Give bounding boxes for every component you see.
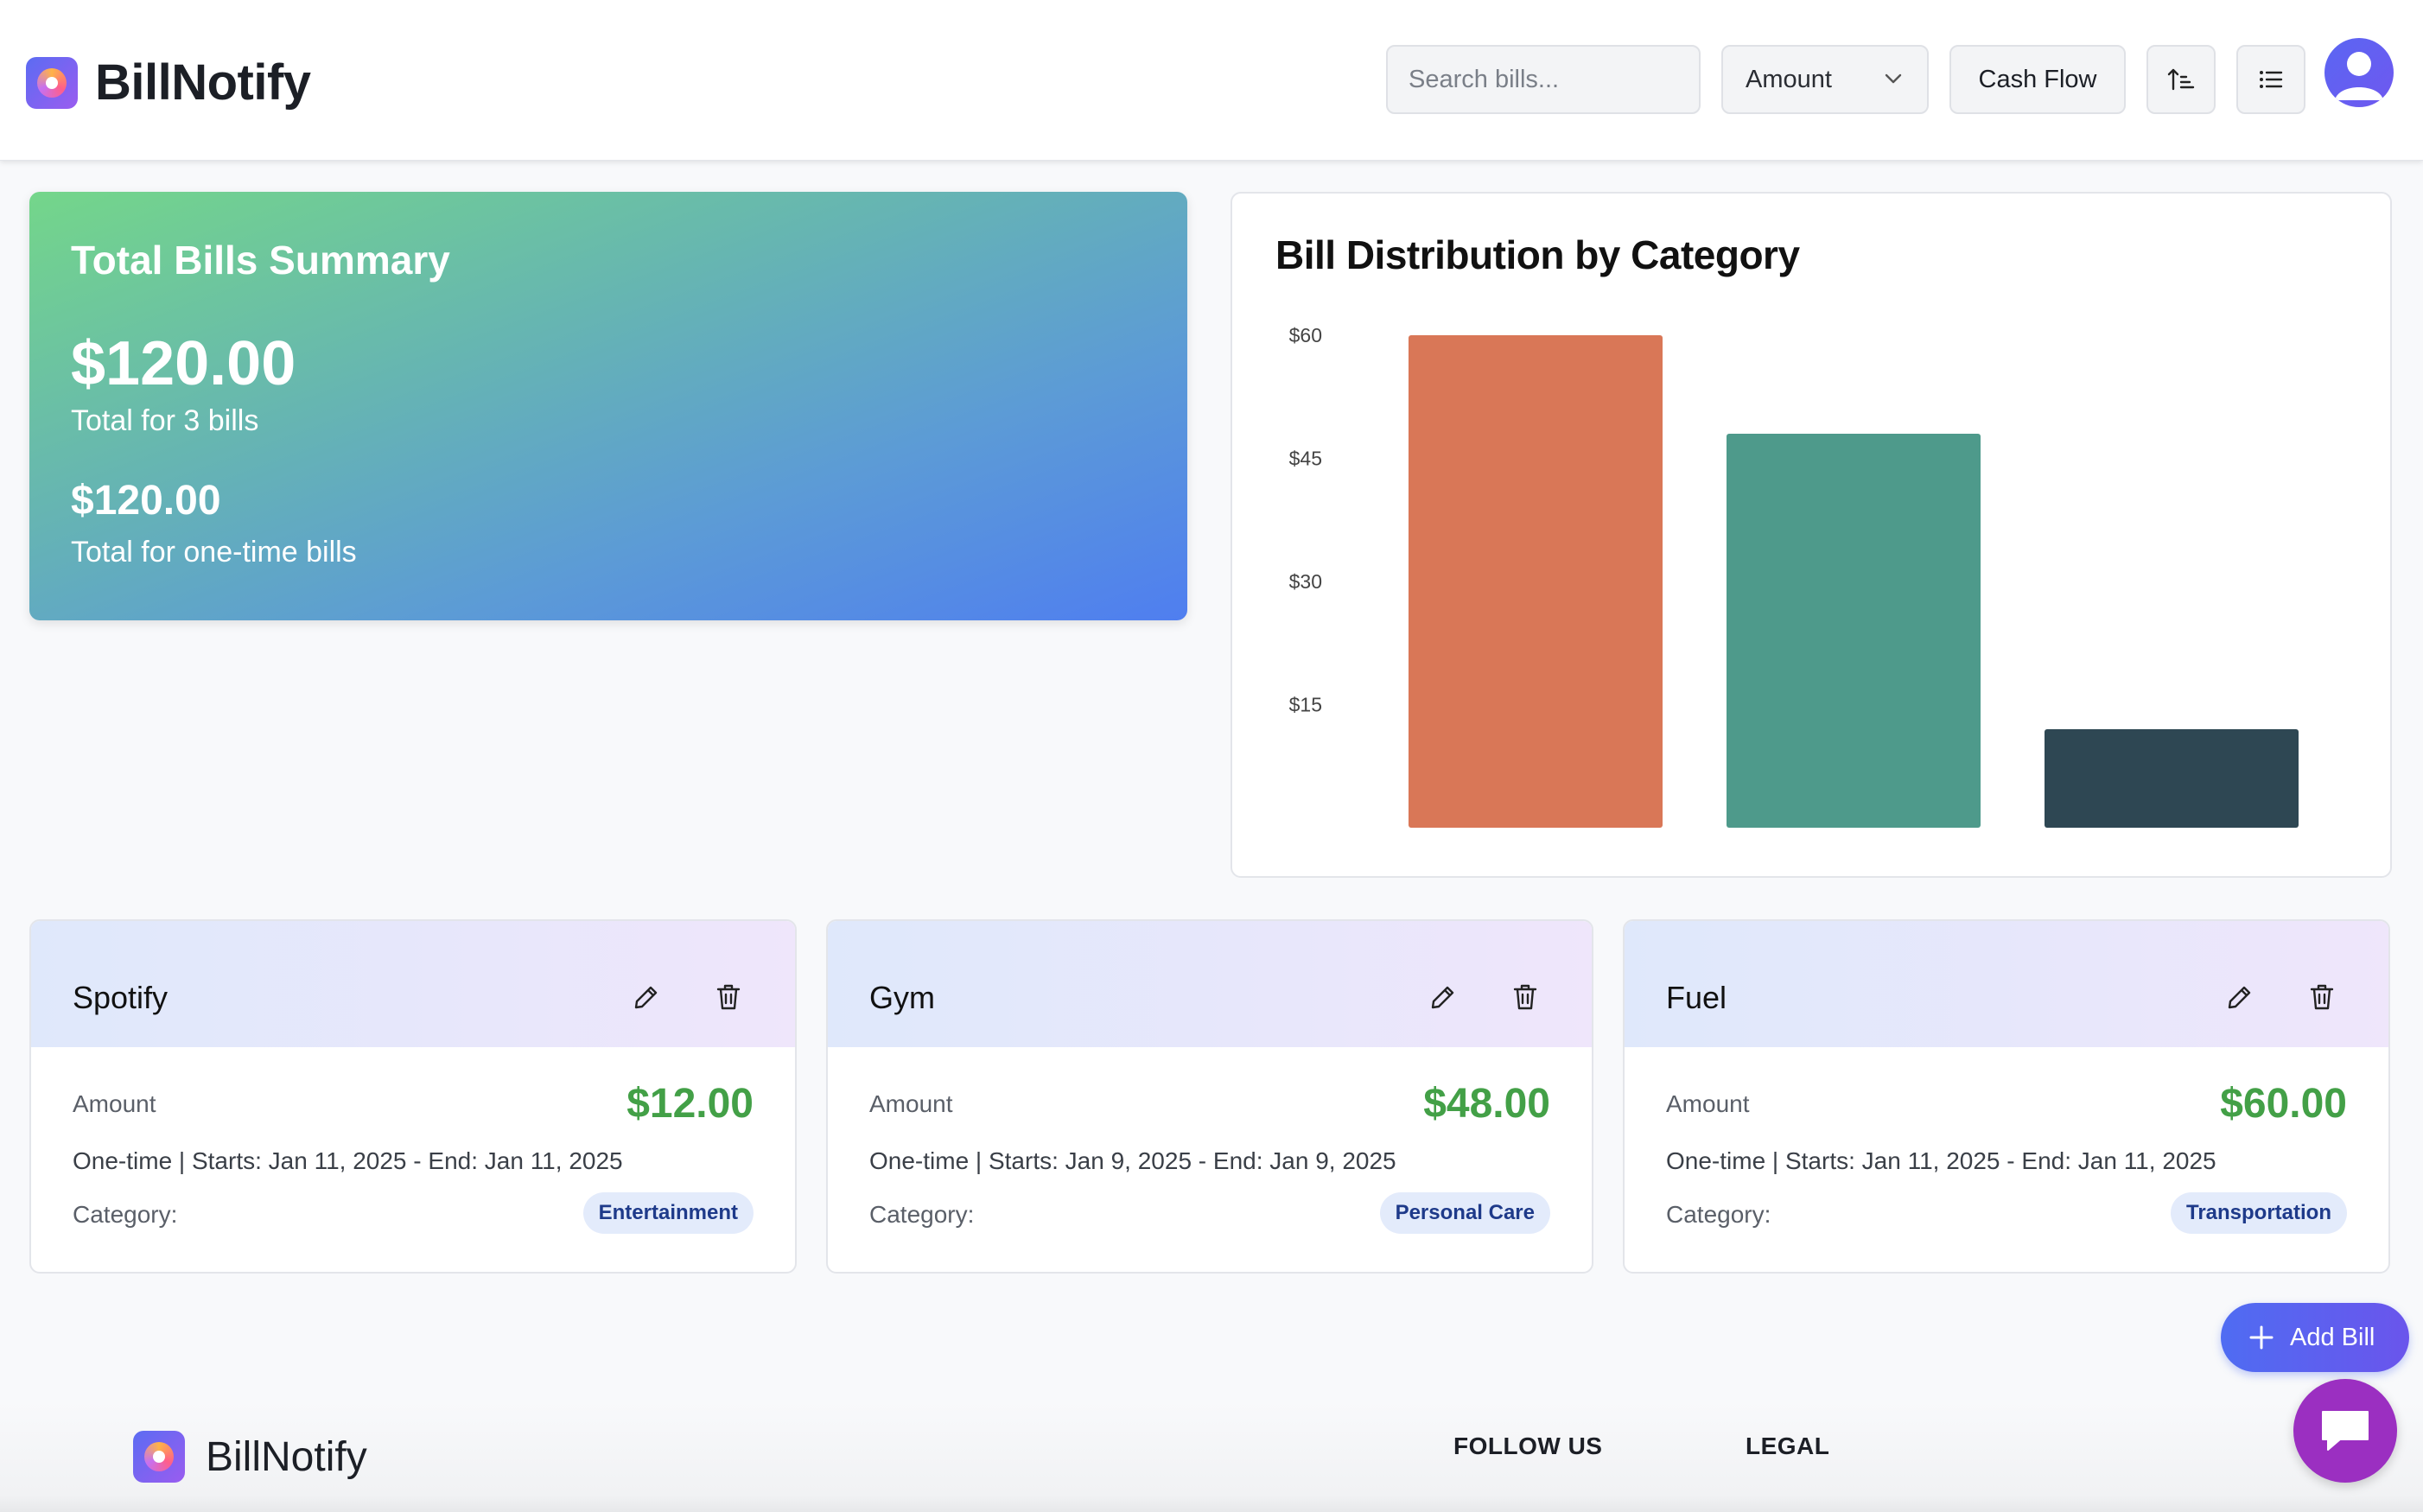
bill-card-header: Fuel	[1625, 921, 2388, 1047]
bill-amount: $60.00	[2220, 1081, 2347, 1127]
summary-onetime-label: Total for one-time bills	[71, 536, 357, 569]
trash-icon	[1513, 984, 1537, 1010]
bill-category-label: Category:	[1666, 1201, 1771, 1228]
summary-total-amount: $120.00	[71, 329, 296, 398]
category-badge: Entertainment	[582, 1192, 754, 1234]
footer: BillNotify FOLLOW US LEGAL	[0, 1401, 2423, 1512]
y-tick-label: $45	[1289, 448, 1322, 470]
bill-category-label: Category:	[73, 1201, 178, 1228]
bar-entertainment[interactable]	[2045, 729, 2299, 828]
pencil-icon	[634, 986, 658, 1009]
bill-amount-label: Amount	[869, 1090, 953, 1117]
bill-name: Gym	[869, 980, 935, 1015]
chevron-down-icon	[1885, 73, 1902, 84]
bill-name: Spotify	[73, 980, 169, 1015]
footer-brand[interactable]: BillNotify	[133, 1431, 367, 1483]
chat-button[interactable]	[2293, 1379, 2397, 1483]
edit-bill-button[interactable]	[633, 983, 660, 1015]
search-input[interactable]	[1386, 45, 1701, 114]
y-tick-label: $30	[1289, 570, 1322, 593]
total-bills-summary-card: Total Bills Summary $120.00 Total for 3 …	[29, 192, 1187, 620]
brand[interactable]: BillNotify	[26, 54, 311, 111]
chart-title: Bill Distribution by Category	[1275, 232, 1800, 277]
sort-select-value: Amount	[1746, 65, 1832, 93]
cash-flow-button[interactable]: Cash Flow	[1949, 45, 2126, 114]
bill-card-header: Spotify	[31, 921, 795, 1047]
delete-bill-button[interactable]	[1512, 983, 1538, 1015]
footer-logo-icon	[133, 1431, 185, 1483]
bill-card: Fuel Amount $60.00 One-time | Starts: Ja…	[1623, 919, 2390, 1274]
add-bill-label: Add Bill	[2290, 1323, 2375, 1351]
app-logo-icon	[26, 56, 78, 109]
bar-chart: $15 $30 $45 $60	[1289, 324, 2299, 828]
bill-amount-label: Amount	[73, 1090, 156, 1117]
y-tick-label: $60	[1289, 324, 1322, 346]
edit-bill-button[interactable]	[2226, 983, 2254, 1015]
pencil-icon	[2228, 986, 2251, 1009]
top-header: BillNotify Amount Cash Flow	[0, 0, 2423, 161]
user-icon	[2335, 52, 2383, 100]
sort-select[interactable]: Amount	[1721, 45, 1929, 114]
list-icon	[2260, 71, 2283, 88]
pencil-icon	[1431, 986, 1454, 1009]
edit-bill-button[interactable]	[1429, 983, 1457, 1015]
cash-flow-label: Cash Flow	[1978, 65, 2097, 93]
chat-bubble-icon	[2322, 1411, 2369, 1451]
bill-amount: $12.00	[626, 1081, 754, 1127]
plus-icon	[2249, 1325, 2274, 1350]
summary-total-label: Total for 3 bills	[71, 404, 259, 437]
footer-legal-heading: LEGAL	[1746, 1433, 1830, 1459]
bill-category-label: Category:	[869, 1201, 975, 1228]
bill-card: Spotify Amount $12.00 One-time | Starts:…	[29, 919, 797, 1274]
footer-brand-name: BillNotify	[206, 1433, 367, 1480]
category-badge: Personal Care	[1379, 1192, 1550, 1234]
sort-order-button[interactable]	[2146, 45, 2216, 114]
bill-distribution-chart-card: Bill Distribution by Category $15 $30 $45 $…	[1231, 192, 2392, 878]
trash-icon	[2310, 984, 2334, 1010]
delete-bill-button[interactable]	[715, 983, 741, 1015]
delete-bill-button[interactable]	[2309, 983, 2335, 1015]
bill-card: Gym Amount $48.00 One-time | Starts: Jan…	[826, 919, 1593, 1274]
user-avatar[interactable]	[2324, 38, 2394, 107]
category-badge: Transportation	[2170, 1192, 2347, 1234]
bill-name: Fuel	[1666, 980, 1727, 1015]
bar-personal-care[interactable]	[1727, 434, 1981, 828]
summary-title: Total Bills Summary	[71, 238, 450, 283]
bill-amount-label: Amount	[1666, 1090, 1750, 1117]
bill-schedule: One-time | Starts: Jan 11, 2025 - End: J…	[73, 1147, 623, 1174]
bill-schedule: One-time | Starts: Jan 11, 2025 - End: J…	[1666, 1147, 2216, 1174]
list-view-button[interactable]	[2236, 45, 2305, 114]
bar-transportation[interactable]	[1409, 335, 1663, 828]
y-tick-label: $15	[1289, 694, 1322, 716]
trash-icon	[716, 984, 741, 1010]
footer-follow-us-heading: FOLLOW US	[1453, 1433, 1603, 1459]
sort-ascending-icon	[2167, 68, 2195, 91]
bill-amount: $48.00	[1423, 1081, 1550, 1127]
bill-schedule: One-time | Starts: Jan 9, 2025 - End: Ja…	[869, 1147, 1396, 1174]
add-bill-button[interactable]: Add Bill	[2221, 1303, 2409, 1372]
bill-card-header: Gym	[828, 921, 1592, 1047]
summary-onetime-amount: $120.00	[71, 478, 221, 524]
app-name: BillNotify	[95, 54, 311, 111]
